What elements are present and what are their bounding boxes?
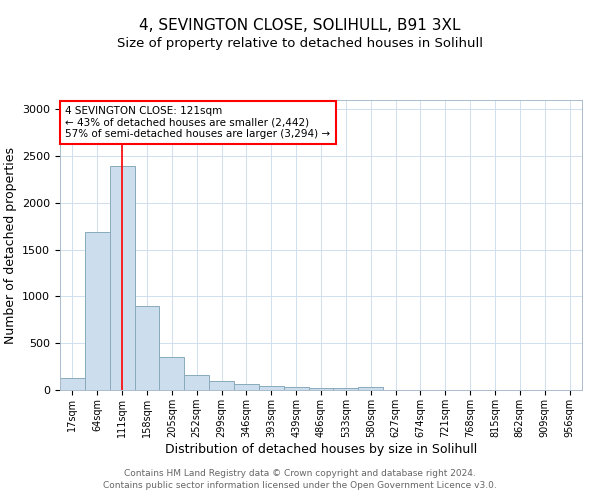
- Bar: [259, 386, 284, 390]
- Bar: [234, 384, 259, 390]
- Bar: [160, 358, 184, 390]
- Bar: [184, 375, 209, 390]
- Bar: [134, 306, 160, 390]
- Text: Size of property relative to detached houses in Solihull: Size of property relative to detached ho…: [117, 38, 483, 51]
- Bar: [60, 378, 85, 390]
- Text: 4, SEVINGTON CLOSE, SOLIHULL, B91 3XL: 4, SEVINGTON CLOSE, SOLIHULL, B91 3XL: [139, 18, 461, 32]
- Bar: [284, 387, 308, 390]
- Bar: [308, 388, 334, 390]
- Bar: [334, 388, 358, 390]
- X-axis label: Distribution of detached houses by size in Solihull: Distribution of detached houses by size …: [165, 442, 477, 456]
- Bar: [85, 232, 110, 390]
- Bar: [358, 387, 383, 390]
- Text: Contains HM Land Registry data © Crown copyright and database right 2024.
Contai: Contains HM Land Registry data © Crown c…: [103, 468, 497, 490]
- Bar: [209, 381, 234, 390]
- Bar: [110, 166, 134, 390]
- Y-axis label: Number of detached properties: Number of detached properties: [4, 146, 17, 344]
- Text: 4 SEVINGTON CLOSE: 121sqm
← 43% of detached houses are smaller (2,442)
57% of se: 4 SEVINGTON CLOSE: 121sqm ← 43% of detac…: [65, 106, 331, 139]
